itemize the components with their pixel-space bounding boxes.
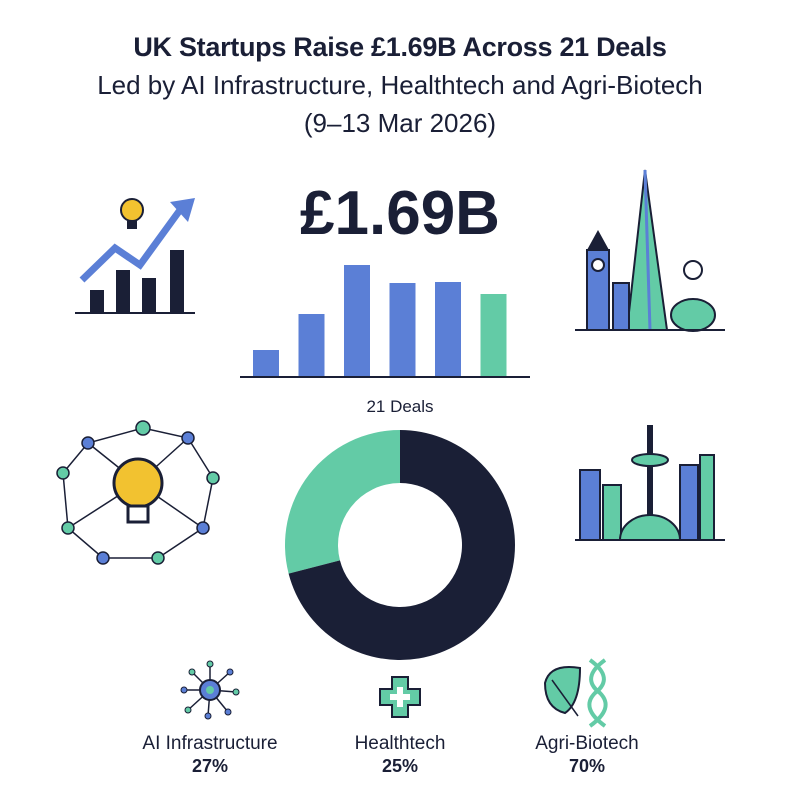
sector-name: Agri-Biotech [535, 733, 639, 754]
page-subtitle: Led by AI Infrastructure, Healthtech and… [97, 70, 703, 100]
headline-amount: £1.69B [300, 179, 500, 248]
sector-agri-biotech: Agri-Biotech 70% [487, 733, 687, 777]
donut-slice [285, 430, 400, 574]
bar [480, 294, 507, 377]
bar-chart [240, 265, 530, 378]
bar [298, 314, 325, 377]
bar [435, 282, 461, 377]
ai-network-lightbulb-icon [56, 420, 220, 565]
medical-cross-icon [379, 676, 421, 718]
date-range: (9–13 Mar 2026) [303, 108, 497, 138]
bar [389, 283, 416, 377]
sector-name: AI Infrastructure [142, 733, 278, 754]
sector-pct: 70% [568, 756, 606, 776]
sector-ai-infrastructure: AI Infrastructure 27% [110, 733, 310, 777]
london-skyline-icon [575, 169, 725, 332]
ai-network-node-icon [180, 660, 240, 720]
city-skyline-icon [575, 425, 725, 541]
donut-slice [288, 430, 515, 660]
sector-name: Healthtech [354, 733, 446, 754]
bar [344, 265, 370, 377]
sector-healthtech: Healthtech 25% [300, 733, 500, 777]
sector-pct: 27% [191, 756, 229, 776]
lightbulb-growth-chart-icon [75, 198, 195, 314]
bar [253, 350, 279, 377]
donut-chart [285, 430, 515, 660]
leaf-dna-icon [543, 658, 608, 728]
deals-label: 21 Deals [366, 397, 434, 416]
page-title: UK Startups Raise £1.69B Across 21 Deals [133, 32, 667, 62]
sector-pct: 25% [381, 756, 419, 776]
